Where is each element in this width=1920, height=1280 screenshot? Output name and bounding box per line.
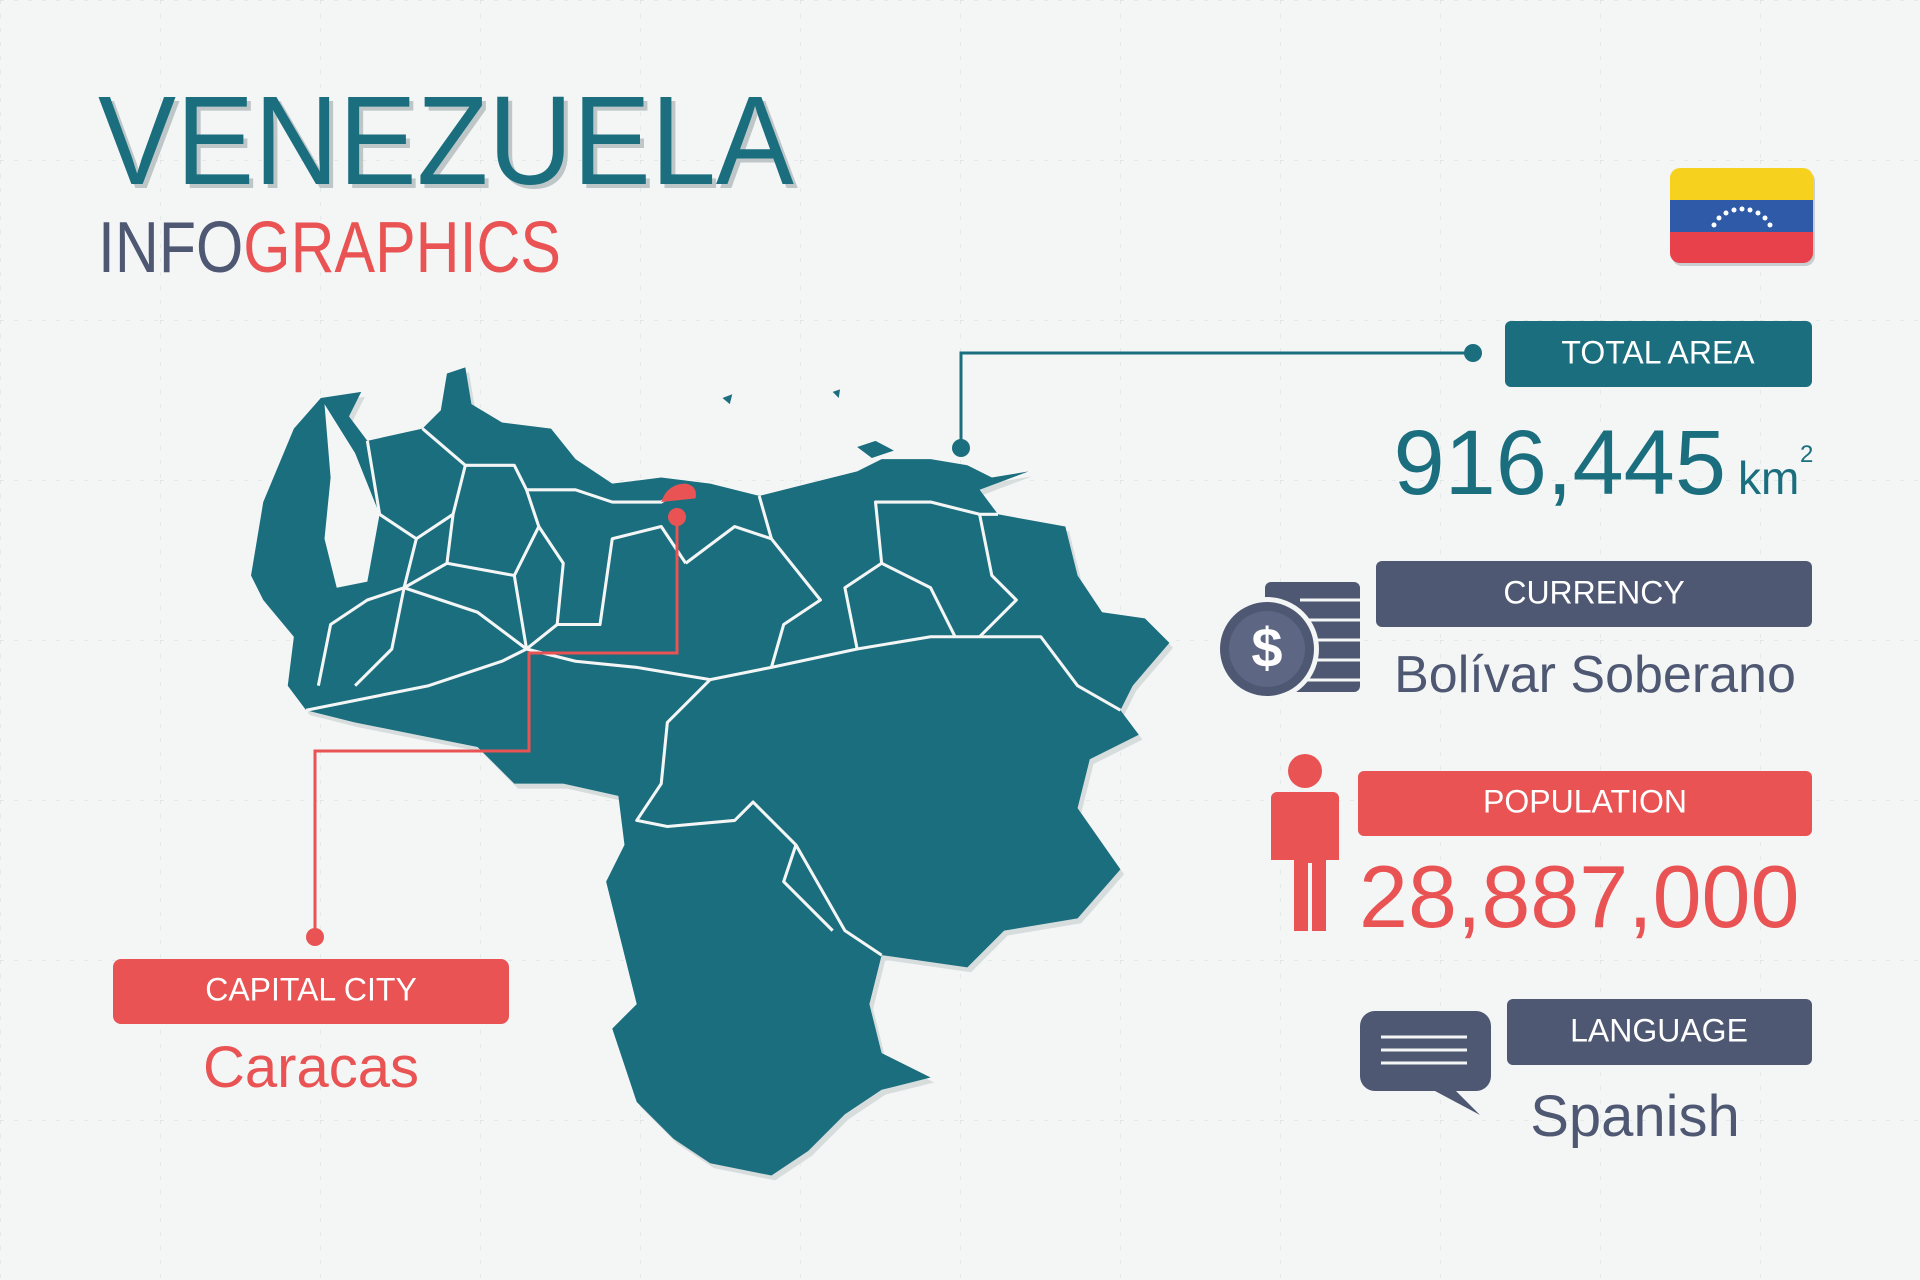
flag (1670, 168, 1815, 266)
person-icon (1271, 754, 1339, 931)
capital-value: Caracas (203, 1035, 419, 1100)
population-label: POPULATION (1483, 783, 1687, 819)
speech-icon (1360, 1011, 1491, 1115)
population-value: 28,887,000 (1359, 847, 1799, 946)
title: VENEZUELA (98, 70, 794, 211)
area-label-box (1505, 321, 1812, 387)
subtitle: INFOGRAPHICS (98, 208, 561, 288)
coin-icon: $ (1215, 582, 1360, 701)
map (251, 367, 1174, 1181)
language-label-box (1507, 999, 1812, 1065)
title-shadow: VENEZUELA (102, 74, 798, 215)
capital-label-box (113, 959, 509, 1024)
language-label: LANGUAGE (1570, 1012, 1748, 1048)
area-value: 916,445 (1393, 412, 1726, 514)
area-label: TOTAL AREA (1561, 334, 1755, 370)
area-unit: km (1738, 452, 1799, 504)
subtitle-part: INFO (98, 208, 243, 288)
svg-text:$: $ (1251, 616, 1282, 679)
capital-connector (306, 508, 686, 946)
capital-label: CAPITAL CITY (205, 971, 417, 1007)
area-connector (952, 344, 1482, 457)
population-label-box (1358, 771, 1812, 836)
currency-value: Bolívar Soberano (1394, 646, 1796, 704)
currency-label-box (1376, 561, 1812, 627)
area-unit-power: 2 (1800, 441, 1813, 468)
currency-label: CURRENCY (1503, 574, 1684, 610)
subtitle-part: GRAPHICS (243, 208, 561, 288)
language-value: Spanish (1530, 1084, 1740, 1149)
